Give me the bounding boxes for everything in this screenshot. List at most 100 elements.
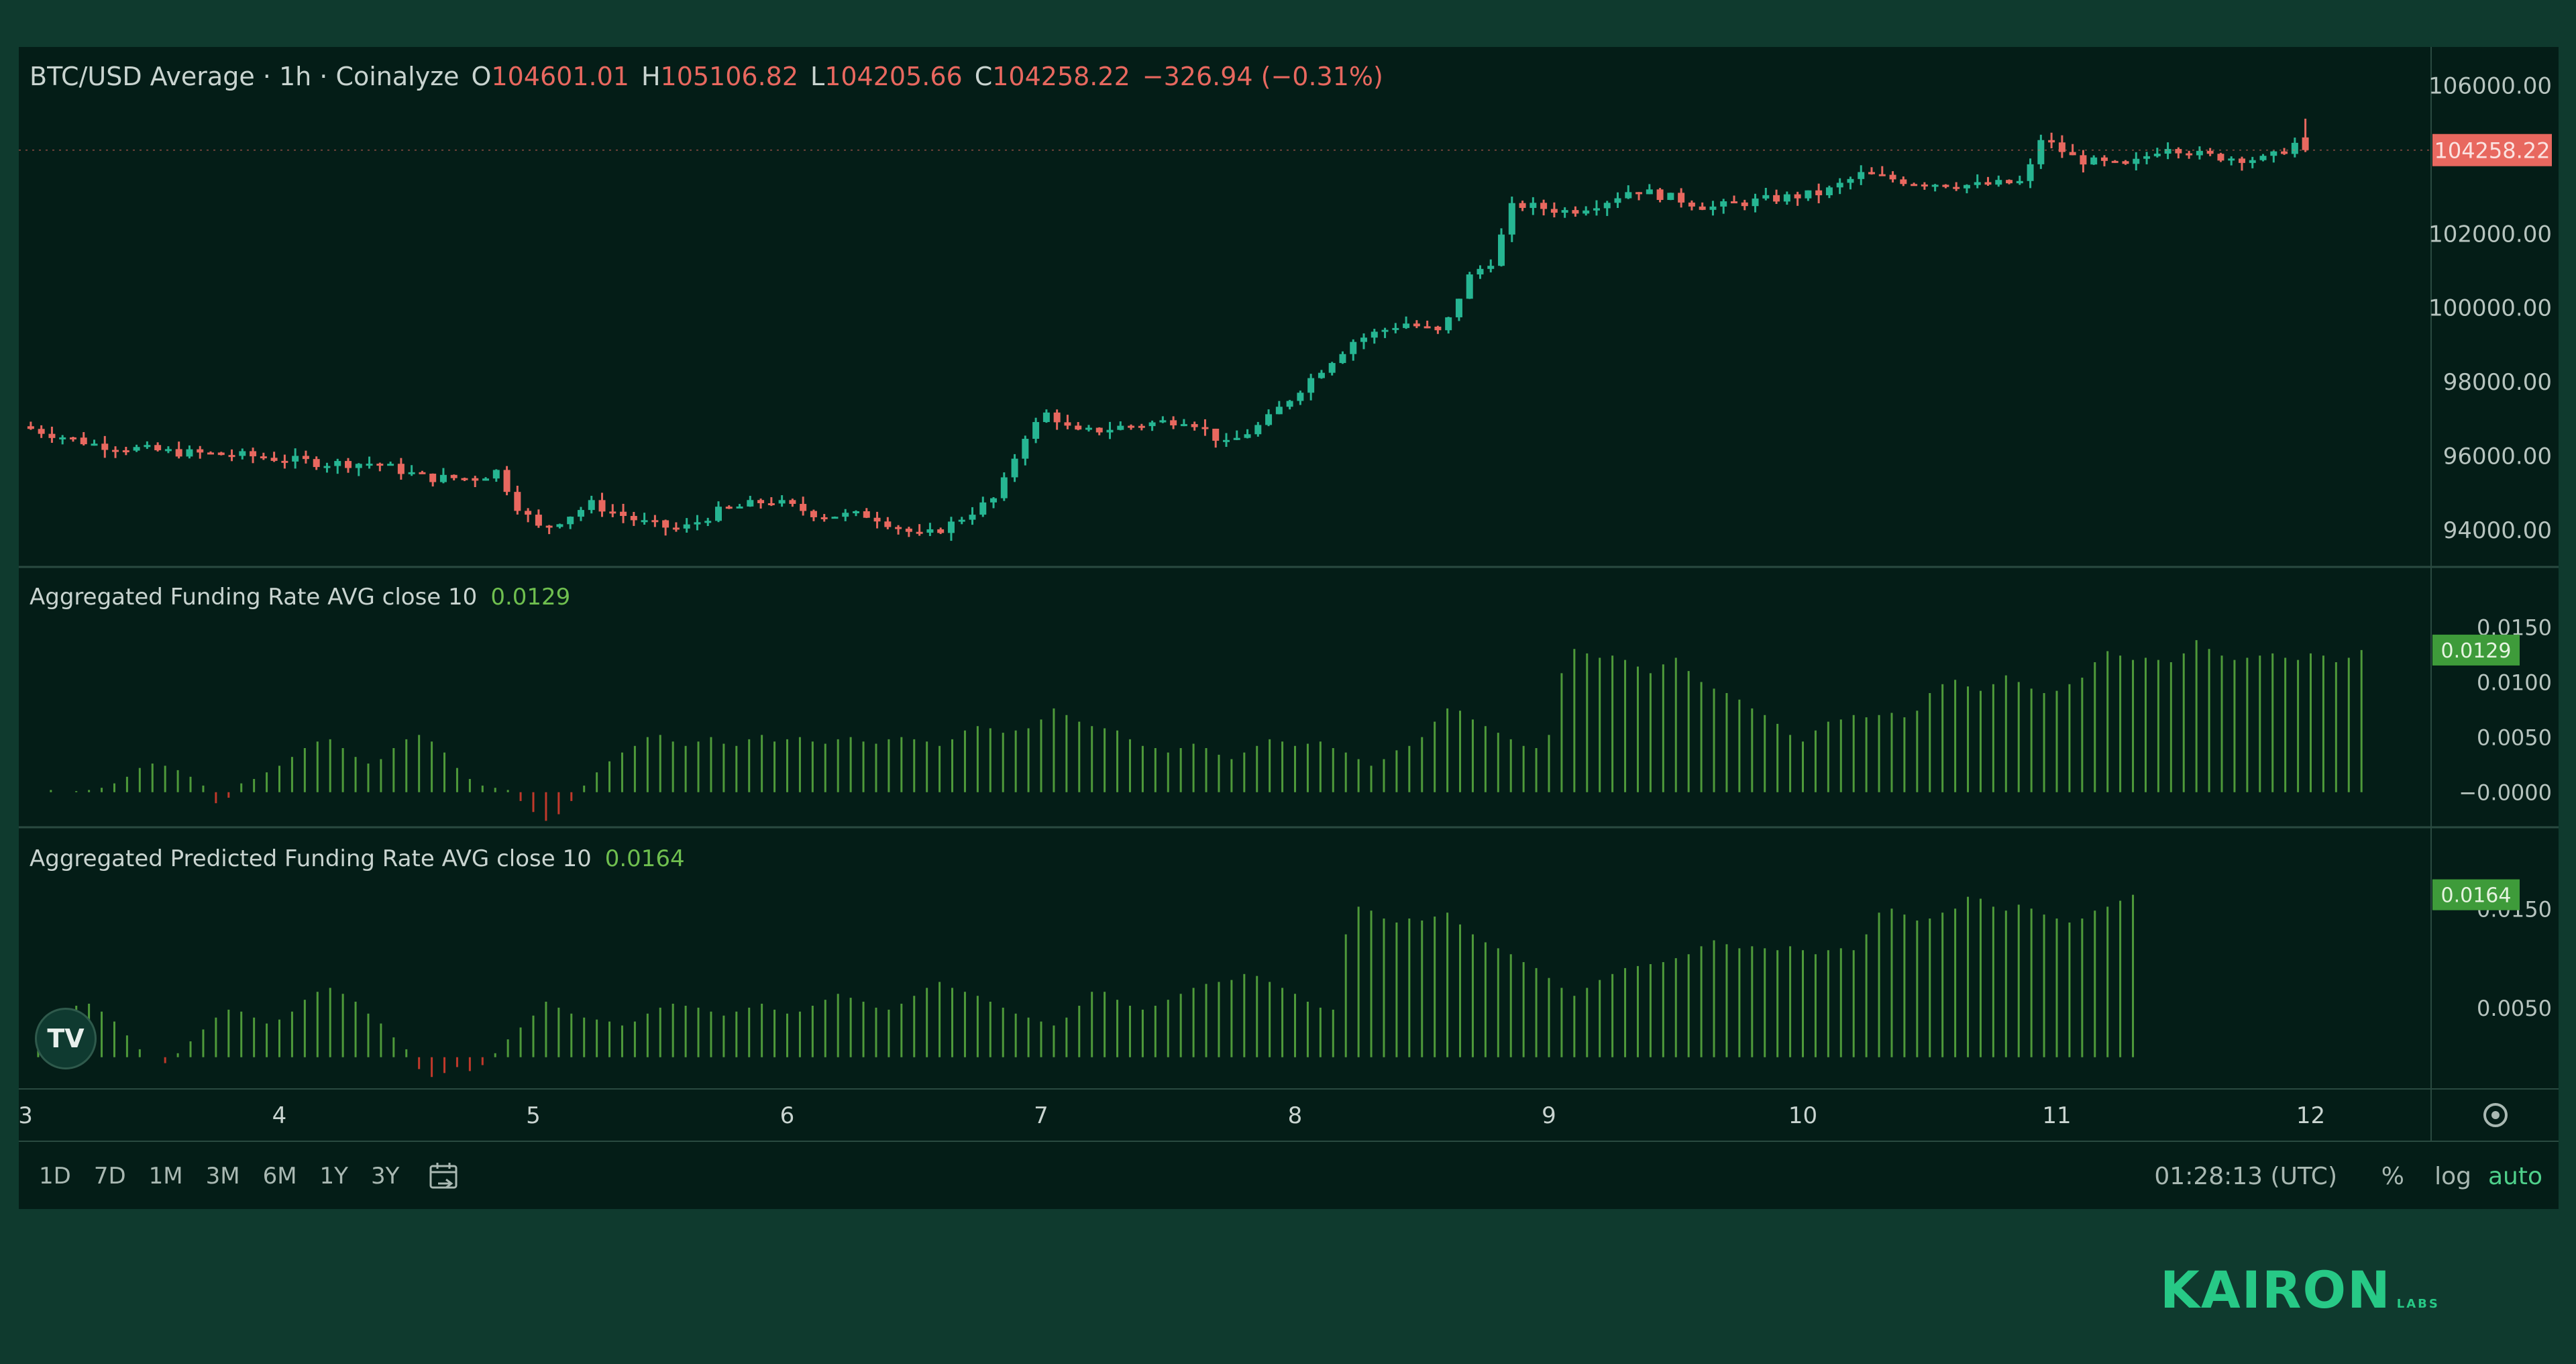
- auto-scale-toggle[interactable]: auto: [2487, 1162, 2542, 1190]
- candle-body: [1625, 192, 1632, 199]
- candle-body: [2006, 180, 2013, 184]
- price-axis-label: 100000.00: [2428, 295, 2552, 322]
- range-3m-button[interactable]: 3M: [205, 1163, 240, 1190]
- candle-body: [1942, 185, 1949, 187]
- range-7d-button[interactable]: 7D: [93, 1163, 126, 1190]
- candle-body: [1106, 429, 1114, 433]
- time-axis-label: 11: [2042, 1102, 2071, 1129]
- candle-body: [1995, 180, 2002, 185]
- candle-body: [2175, 149, 2182, 154]
- candle-body: [2259, 156, 2267, 160]
- time-axis-label: 12: [2296, 1102, 2325, 1129]
- candle-body: [895, 527, 902, 529]
- chart-canvas[interactable]: 106000.00 102000.00 100000.00 98000.00 96000…: [19, 47, 2559, 1141]
- candle-body: [905, 528, 912, 532]
- candle-body: [810, 511, 817, 517]
- candle-body: [1540, 203, 1548, 209]
- clock-readout[interactable]: 01:28:13 (UTC): [2154, 1162, 2337, 1190]
- candle-body: [1678, 193, 1685, 203]
- chart-frame: 106000.00 102000.00 100000.00 98000.00 96000…: [19, 47, 2559, 1209]
- candle-body: [1762, 195, 1770, 199]
- close-value: 104258.22: [992, 62, 1130, 91]
- candle-body: [2080, 155, 2087, 165]
- candle-body: [1477, 268, 1484, 275]
- candle-body: [1212, 428, 1220, 441]
- candle-body: [1911, 184, 1918, 187]
- candle-body: [1244, 434, 1251, 438]
- candle-body: [472, 478, 479, 481]
- candle-body: [1434, 326, 1442, 331]
- price-legend: BTC/USD Average · 1h · Coinalyze O 104601…: [30, 62, 1383, 91]
- candle-body: [1815, 190, 1823, 196]
- predicted-indicator-value: 0.0164: [604, 845, 685, 872]
- candle-body: [2249, 160, 2256, 163]
- candle-body: [154, 445, 162, 451]
- candle-body: [503, 470, 511, 492]
- candle-body: [916, 531, 923, 534]
- candle-body: [1222, 439, 1230, 442]
- candle-body: [535, 515, 542, 526]
- candle-body: [630, 516, 637, 521]
- predicted-funding-value-tag[interactable]: [2432, 879, 2520, 910]
- candle-body: [853, 511, 860, 513]
- funding-value-tag[interactable]: [2432, 634, 2520, 666]
- candle-body: [2122, 161, 2129, 164]
- candle-body: [2111, 160, 2118, 163]
- candle-body: [1095, 427, 1103, 433]
- time-axis-label: 3: [19, 1102, 33, 1129]
- candle-body: [387, 464, 394, 466]
- candle-body: [1275, 407, 1283, 415]
- candle-body: [1180, 424, 1187, 427]
- candle-body: [958, 519, 965, 522]
- log-scale-toggle[interactable]: log: [2434, 1162, 2471, 1190]
- funding-indicator-name[interactable]: Aggregated Funding Rate AVG close 10: [30, 584, 478, 611]
- candle-body: [514, 492, 521, 511]
- candle-body: [1953, 187, 1960, 189]
- candle-body: [1529, 203, 1537, 208]
- low-value: 104205.66: [824, 62, 963, 91]
- candle-body: [1730, 201, 1737, 204]
- candle-body: [1889, 174, 1896, 180]
- range-1d-button[interactable]: 1D: [39, 1163, 71, 1190]
- settings-gear-icon[interactable]: [2483, 1103, 2508, 1127]
- candle-body: [492, 470, 500, 479]
- candle-body: [302, 456, 309, 460]
- candle-body: [2153, 154, 2161, 156]
- candle-body: [1603, 203, 1611, 209]
- funding-axis-label: 0.0100: [2477, 670, 2552, 696]
- symbol-title[interactable]: BTC/USD Average · 1h · Coinalyze: [30, 62, 460, 91]
- candle-body: [1191, 424, 1198, 427]
- last-price-tag[interactable]: [2432, 134, 2552, 166]
- candle-body: [80, 437, 87, 445]
- tradingview-logo[interactable]: TV: [35, 1008, 97, 1069]
- candle-body: [1381, 329, 1389, 332]
- candle-body: [59, 437, 66, 439]
- candle-body: [525, 511, 532, 515]
- candle-body: [1424, 326, 1431, 329]
- candle-body: [800, 504, 807, 511]
- candle-body: [1265, 414, 1273, 425]
- candle-body: [1858, 172, 1865, 179]
- candle-body: [144, 445, 151, 448]
- candle-body: [2069, 152, 2076, 156]
- candle-body: [112, 450, 119, 452]
- calendar-icon[interactable]: [429, 1162, 460, 1190]
- range-1m-button[interactable]: 1M: [148, 1163, 183, 1190]
- candle-body: [1519, 203, 1526, 208]
- candle-body: [207, 452, 214, 455]
- candle-body: [2238, 158, 2245, 163]
- funding-value-tag-label: 0.0129: [2441, 639, 2512, 663]
- range-3y-button[interactable]: 3Y: [370, 1163, 400, 1190]
- candle-body: [714, 507, 722, 521]
- candle-body: [439, 474, 447, 482]
- candle-body: [979, 502, 987, 515]
- candle-body: [2270, 151, 2277, 156]
- percent-scale-toggle[interactable]: %: [2381, 1162, 2404, 1190]
- range-6m-button[interactable]: 6M: [262, 1163, 297, 1190]
- candle-body: [1318, 372, 1325, 378]
- range-1y-button[interactable]: 1Y: [319, 1163, 348, 1190]
- candle-body: [1773, 195, 1780, 202]
- low-label: L: [810, 62, 825, 91]
- candle-body: [1868, 172, 1876, 174]
- predicted-indicator-name[interactable]: Aggregated Predicted Funding Rate AVG cl…: [30, 845, 592, 872]
